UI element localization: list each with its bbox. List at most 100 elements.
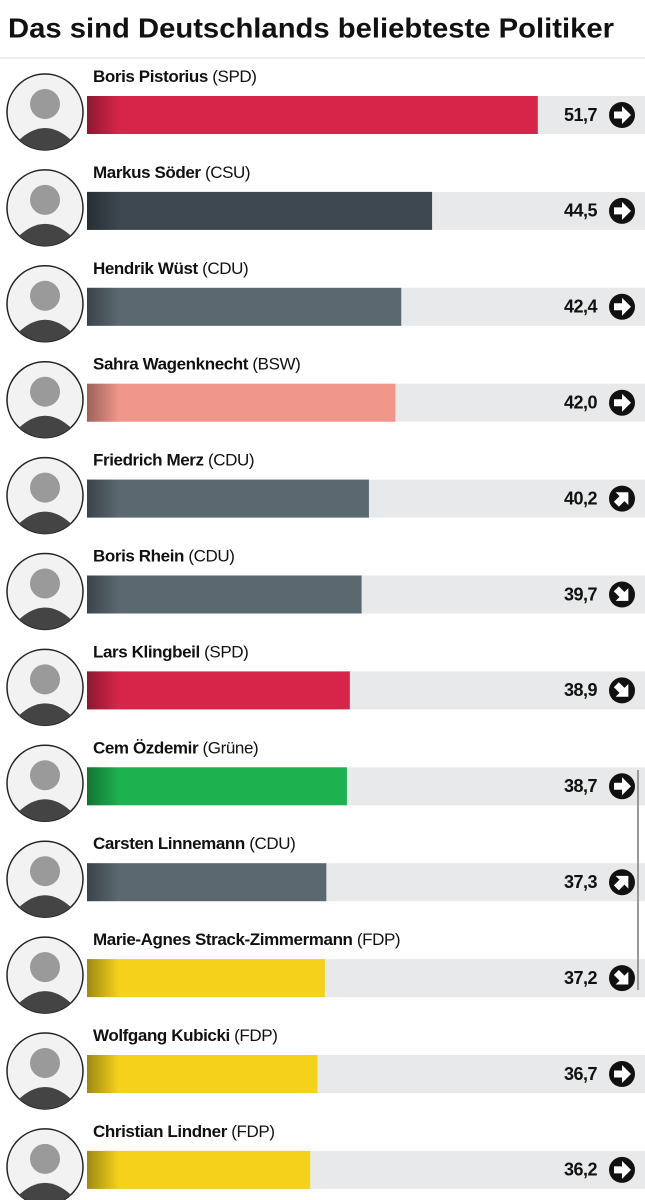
bar xyxy=(87,287,402,326)
portrait xyxy=(6,456,84,535)
trend-arrowhead xyxy=(613,492,629,507)
trend-arrowhead xyxy=(614,297,631,316)
portrait-body xyxy=(19,319,71,342)
party-label: (SPD) xyxy=(204,643,248,662)
portrait-head xyxy=(30,184,60,215)
name-label: Cem Özdemir (Grüne) xyxy=(93,739,258,758)
politician-name: Boris Pistorius xyxy=(93,67,208,86)
trend-arrow xyxy=(609,677,635,704)
politician-name: Marie-Agnes Strack-Zimmermann xyxy=(93,931,353,950)
trend-arrowhead xyxy=(614,106,631,124)
party-label: (CDU) xyxy=(208,451,254,470)
value-label: 42,0 xyxy=(564,392,598,412)
portrait-body xyxy=(19,128,71,150)
portrait-head xyxy=(30,1143,60,1174)
portrait xyxy=(6,648,84,727)
portrait-head xyxy=(30,376,60,407)
bar xyxy=(87,96,538,134)
portrait-head xyxy=(30,280,60,311)
bar-shade xyxy=(87,191,119,230)
politician-name: Christian Lindner xyxy=(93,1122,228,1141)
trend-arrow xyxy=(609,1156,635,1183)
portrait-body xyxy=(19,991,71,1014)
bar xyxy=(87,383,396,422)
bar xyxy=(87,671,350,710)
trend-arrow xyxy=(609,293,635,320)
bar-shade xyxy=(87,96,119,134)
politician-name: Sahra Wagenknecht xyxy=(93,355,249,374)
bar-shade xyxy=(87,287,119,326)
portrait xyxy=(6,360,84,439)
value-label: 42,4 xyxy=(564,297,598,317)
party-label: (BSW) xyxy=(252,355,300,374)
politician-name: Cem Özdemir xyxy=(93,739,199,758)
name-label: Wolfgang Kubicki (FDP) xyxy=(93,1026,278,1045)
name-label: Marie-Agnes Strack-Zimmermann (FDP) xyxy=(93,931,400,950)
bar xyxy=(87,1055,318,1093)
politician-name: Wolfgang Kubicki xyxy=(93,1026,230,1045)
bar xyxy=(87,479,369,518)
portrait-head xyxy=(30,89,60,119)
bar xyxy=(87,575,362,614)
portrait-body xyxy=(19,799,71,822)
value-label: 36,2 xyxy=(564,1160,598,1180)
trend-arrowhead xyxy=(613,682,629,697)
bar-shade xyxy=(87,1150,119,1189)
party-label: (FDP) xyxy=(231,1122,274,1141)
name-label: Lars Klingbeil (SPD) xyxy=(93,643,248,662)
trend-arrow xyxy=(609,965,635,992)
portrait-body xyxy=(19,511,71,534)
bar xyxy=(87,863,327,902)
bar-shade xyxy=(87,767,119,806)
portrait xyxy=(6,265,84,343)
value-label: 39,7 xyxy=(564,584,598,604)
trend-arrow xyxy=(609,102,635,128)
politician-name: Lars Klingbeil xyxy=(93,643,200,662)
bar-shade xyxy=(87,383,119,422)
trend-arrow xyxy=(609,581,635,608)
portrait xyxy=(6,552,84,631)
value-label: 40,2 xyxy=(564,488,598,508)
bar xyxy=(87,191,433,230)
politician-name: Boris Rhein xyxy=(93,547,184,566)
portrait-head xyxy=(30,472,60,503)
trend-arrow xyxy=(609,485,635,512)
party-label: (CDU) xyxy=(202,259,248,278)
trend-arrow xyxy=(609,773,635,800)
trend-arrow xyxy=(609,197,635,224)
politician-name: Friedrich Merz xyxy=(93,451,204,470)
trend-arrow xyxy=(609,389,635,416)
trend-arrowhead xyxy=(613,969,629,985)
politician-name: Markus Söder xyxy=(93,163,201,182)
party-label: (Grüne) xyxy=(203,739,259,758)
party-label: (FDP) xyxy=(357,931,400,950)
bar xyxy=(87,959,325,998)
name-label: Carsten Linnemann (CDU) xyxy=(93,835,295,854)
bar-shade xyxy=(87,863,119,902)
trend-arrowhead xyxy=(614,201,631,220)
trend-arrowhead xyxy=(614,1160,631,1179)
portrait-head xyxy=(30,1048,60,1078)
portrait xyxy=(6,744,84,823)
party-label: (CDU) xyxy=(249,835,295,854)
name-label: Sahra Wagenknecht (BSW) xyxy=(93,355,300,374)
value-label: 36,7 xyxy=(564,1064,598,1084)
portrait xyxy=(6,840,84,918)
bar-shade xyxy=(87,479,119,518)
trend-arrowhead xyxy=(614,393,631,412)
portrait-head xyxy=(30,952,60,983)
trend-arrowhead xyxy=(613,875,629,891)
trend-arrow xyxy=(609,1061,635,1087)
portrait-head xyxy=(30,856,60,887)
name-label: Friedrich Merz (CDU) xyxy=(93,451,254,470)
name-label: Markus Söder (CSU) xyxy=(93,163,250,182)
value-label: 37,3 xyxy=(564,872,598,892)
portrait-body xyxy=(19,1183,71,1200)
name-label: Hendrik Wüst (CDU) xyxy=(93,259,248,278)
portrait xyxy=(6,169,84,247)
name-label: Christian Lindner (FDP) xyxy=(93,1122,275,1141)
trend-arrowhead xyxy=(613,586,629,601)
party-label: (SPD) xyxy=(212,67,256,86)
